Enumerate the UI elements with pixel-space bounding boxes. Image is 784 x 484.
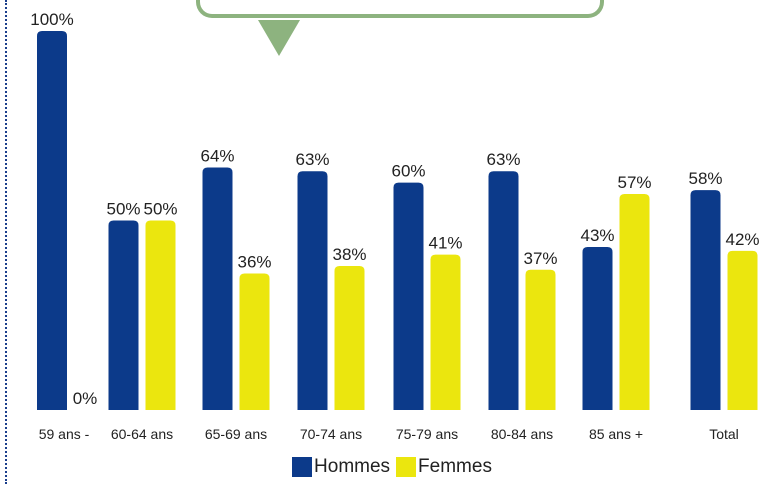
bar-hommes-80-84-ans bbox=[488, 171, 519, 410]
value-label-hommes-60-64-ans: 50% bbox=[106, 200, 140, 219]
category-label-total: Total bbox=[709, 426, 739, 442]
value-label-femmes-60-64-ans: 50% bbox=[143, 200, 177, 219]
legend: Hommes Femmes bbox=[0, 456, 784, 478]
bar-hommes-75-79-ans bbox=[393, 182, 424, 410]
category-label-85-ans: 85 ans + bbox=[589, 426, 643, 442]
bar-femmes-70-74-ans bbox=[334, 265, 365, 410]
category-label-59-ans: 59 ans - bbox=[39, 426, 90, 442]
category-label-80-84-ans: 80-84 ans bbox=[491, 426, 553, 442]
value-label-femmes-85-ans: 57% bbox=[617, 173, 651, 192]
legend-label-hommes: Hommes bbox=[314, 456, 391, 477]
legend-swatch-femmes bbox=[396, 457, 417, 477]
value-label-femmes-59-ans: 0% bbox=[73, 389, 98, 408]
bar-femmes-80-84-ans bbox=[525, 269, 556, 410]
category-label-70-74-ans: 70-74 ans bbox=[300, 426, 362, 442]
bar-hommes-60-64-ans bbox=[108, 220, 139, 410]
value-label-femmes-75-79-ans: 41% bbox=[428, 234, 462, 253]
bar-femmes-65-69-ans bbox=[239, 273, 270, 410]
value-label-hommes-80-84-ans: 63% bbox=[486, 150, 520, 169]
value-label-femmes-total: 42% bbox=[725, 230, 759, 249]
legend-item-femmes: Femmes bbox=[396, 456, 492, 478]
bars-layer bbox=[37, 31, 758, 410]
category-label-65-69-ans: 65-69 ans bbox=[205, 426, 267, 442]
value-label-hommes-75-79-ans: 60% bbox=[391, 162, 425, 181]
bar-chart: 100% 0% 59 ans - 50% 50% 60-64 ans 64% 36% 65-69… bbox=[30, 10, 759, 442]
bar-femmes-85-ans bbox=[619, 193, 650, 410]
bar-femmes-total bbox=[727, 250, 758, 410]
value-label-hommes-70-74-ans: 63% bbox=[295, 150, 329, 169]
dotted-border bbox=[5, 0, 7, 484]
callout-pointer bbox=[258, 20, 300, 56]
value-label-hommes-total: 58% bbox=[688, 169, 722, 188]
value-label-femmes-80-84-ans: 37% bbox=[523, 249, 557, 268]
bar-hommes-total bbox=[690, 190, 721, 410]
bar-femmes-75-79-ans bbox=[430, 254, 461, 410]
value-label-hommes-65-69-ans: 64% bbox=[200, 146, 234, 165]
category-label-75-79-ans: 75-79 ans bbox=[396, 426, 458, 442]
category-label-60-64-ans: 60-64 ans bbox=[111, 426, 173, 442]
bar-hommes-59-ans bbox=[37, 31, 67, 410]
bar-hommes-85-ans bbox=[582, 247, 613, 410]
bar-femmes-60-64-ans bbox=[145, 220, 176, 410]
legend-swatch-hommes bbox=[292, 457, 313, 477]
legend-label-femmes: Femmes bbox=[418, 456, 492, 477]
value-label-hommes-85-ans: 43% bbox=[580, 226, 614, 245]
value-label-femmes-65-69-ans: 36% bbox=[237, 253, 271, 272]
legend-item-hommes: Hommes bbox=[292, 456, 390, 478]
value-label-hommes-59-ans: 100% bbox=[30, 10, 73, 29]
labels-layer: 100% 0% 59 ans - 50% 50% 60-64 ans 64% 36% 65-69… bbox=[30, 10, 759, 442]
callout-box bbox=[196, 0, 604, 18]
bar-hommes-65-69-ans bbox=[202, 167, 233, 410]
bar-hommes-70-74-ans bbox=[297, 171, 328, 410]
value-label-femmes-70-74-ans: 38% bbox=[332, 245, 366, 264]
